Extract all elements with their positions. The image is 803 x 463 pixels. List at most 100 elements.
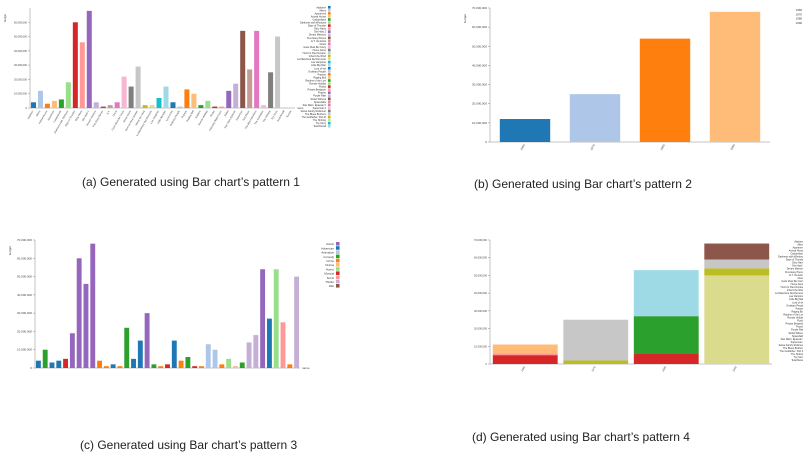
x-tick-label: 1990 — [731, 365, 738, 372]
legend-swatch — [328, 103, 331, 107]
y-tick-label: 60,000,000 — [17, 256, 32, 260]
bar — [124, 327, 130, 368]
y-tick-label: 10,000,000 — [474, 344, 488, 348]
x-tick-label: Tootsie — [286, 109, 293, 118]
y-tick-label: 0 — [30, 366, 32, 370]
caption-d: (d) Generated using Bar chart’s pattern … — [472, 430, 690, 444]
legend-swatch — [328, 97, 331, 101]
legend-label: Swiss Family Robinson — [779, 344, 803, 347]
y-tick-label: 0 — [26, 106, 28, 110]
x-tick-label: Home Alone — [123, 109, 133, 123]
bar — [199, 366, 204, 368]
legend-label: Crime — [326, 259, 334, 263]
chart-d: 0 10,000,000 20,000,000 30,000,000 40,000,00… — [474, 238, 803, 373]
bar — [253, 335, 259, 368]
legend-label: Apartment — [793, 246, 803, 249]
bar-segment — [563, 319, 629, 361]
legend-label: 1970 — [796, 12, 803, 16]
bar-segment — [704, 275, 770, 364]
legend-swatch — [336, 267, 340, 271]
bar — [240, 30, 246, 108]
legend-label: Dream Warriors — [309, 34, 327, 37]
y-tick-label: 10,000,000 — [17, 348, 32, 352]
x-tick-label: Days of Thunder — [65, 110, 77, 127]
x-tick-label: The Shining — [262, 109, 271, 122]
bar — [144, 313, 150, 368]
legend-label: Caddyshack — [313, 18, 327, 21]
legend-label: Dirty Harry — [792, 262, 803, 265]
y-tick-label: 70,000,000 — [17, 238, 32, 242]
bar — [260, 269, 266, 368]
bar — [103, 366, 109, 368]
legend-label: Spaceballs — [314, 101, 327, 104]
bar — [569, 94, 621, 142]
legend-swatch — [328, 21, 331, 24]
legend-label: Comedy — [323, 255, 334, 259]
bar — [170, 102, 176, 108]
legend-label: Las Vampiras — [789, 295, 803, 298]
bar — [246, 342, 252, 368]
legend-label: Adventure — [321, 246, 334, 250]
y-tick-label: 40,000,000 — [14, 49, 28, 53]
legend-label: Lord of the — [314, 67, 326, 70]
x-tick-label: Las Vampiras — [150, 109, 160, 124]
legend-swatch — [328, 57, 331, 61]
x-tick-label: The Godfather — [254, 110, 265, 125]
y-tick-label: 60,000,000 — [472, 25, 487, 29]
legend-swatch — [336, 258, 340, 263]
bar — [177, 106, 183, 108]
x-tick-label: 1980 — [659, 143, 666, 151]
y-tick-label: 70,000,000 — [472, 6, 487, 10]
legend-label: Action — [326, 242, 334, 246]
bar — [165, 364, 170, 368]
legend-swatch — [336, 246, 340, 250]
y-tick-label: 0 — [485, 140, 487, 144]
y-tick-label: 50,000,000 — [14, 35, 28, 39]
x-tick-label: Taxi Driver — [242, 110, 250, 122]
legend-swatch — [328, 85, 331, 88]
legend-swatch — [336, 284, 340, 288]
bar — [117, 366, 123, 368]
bar — [86, 10, 92, 109]
legend-label: Thriller — [325, 280, 334, 284]
legend-swatch — [328, 42, 331, 46]
legend-label: Animal House — [311, 15, 327, 18]
legend-label: Star Wars: Episode V — [781, 338, 803, 341]
bar — [30, 102, 36, 108]
legend-label: Raiders of the Lost — [305, 79, 326, 82]
legend-label: Raging Bull — [313, 76, 326, 79]
bar — [219, 364, 225, 368]
legend-swatch — [328, 27, 331, 30]
bar — [184, 89, 190, 108]
bar — [137, 340, 143, 368]
x-tick-label: Little Big Man — [157, 109, 167, 124]
legend-label: The Godfather: Part III — [302, 116, 327, 119]
panel-c: 0 10,000,000 20,000,000 30,000,000 40,000,00… — [0, 230, 400, 430]
x-tick-label: 1970 — [590, 365, 597, 372]
panel-d: 0 10,000,000 20,000,000 30,000,000 40,000,00… — [420, 230, 803, 430]
y-axis-title: budget — [463, 14, 467, 23]
legend-swatch — [328, 112, 331, 116]
chart-b: 0 10,000,000 20,000,000 30,000,000 40,000,00… — [463, 6, 803, 151]
y-tick-label: 40,000,000 — [472, 63, 487, 67]
y-tick-label: 20,000,000 — [14, 77, 28, 81]
y-tick-label: 20,000,000 — [17, 329, 32, 333]
legend-label: Five Easy Pieces — [785, 271, 803, 274]
legend-label: Animation — [321, 251, 334, 255]
bar — [63, 358, 69, 368]
legend-label: Gods Must Be Crazy — [303, 46, 326, 49]
legend-label: Sci-Fi — [327, 276, 335, 280]
x-tick-label: Inherit the Wind — [135, 109, 147, 126]
bar — [72, 22, 78, 109]
legend-label: Die Hard 2 — [792, 265, 803, 268]
y-tick-label: 40,000,000 — [17, 293, 32, 297]
legend-label: Darkness with Windows — [300, 22, 327, 25]
bar — [198, 105, 204, 108]
bar — [275, 36, 281, 109]
legend-label: Private Benjamin — [307, 89, 326, 92]
bar-segment — [633, 353, 699, 364]
bar — [247, 69, 253, 108]
bar — [114, 102, 120, 108]
bar — [151, 364, 157, 368]
legend-label: Raging Bull — [791, 310, 803, 313]
